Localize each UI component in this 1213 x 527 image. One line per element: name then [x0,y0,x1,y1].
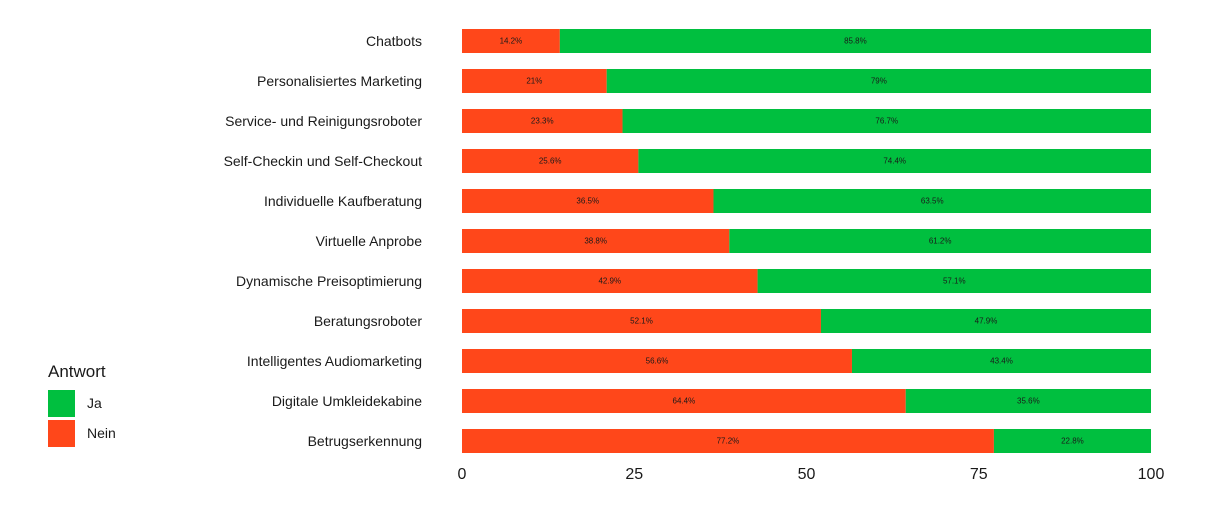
category-label-beratungsroboter: Beratungsroboter [314,313,423,329]
x-tick-label-50: 50 [798,466,816,483]
bar-label-ja-chatbots: 85.8% [844,37,867,46]
bar-nein-self-checkin-und-self-checkout [462,149,639,173]
bar-ja-chatbots [559,29,1151,53]
bar-nein-betrugserkennung [462,429,994,453]
category-label-personalisiertes-marketing: Personalisiertes Marketing [257,73,422,89]
legend-item-nein: Nein [48,419,116,447]
category-label-individuelle-kaufberatung: Individuelle Kaufberatung [264,193,422,209]
legend-swatch-nein [48,419,75,447]
bar-ja-virtuelle-anprobe [729,229,1151,253]
bar-nein-chatbots [462,29,560,53]
bar-ja-service-und-reinigungsroboter [622,109,1151,133]
bar-label-nein-virtuelle-anprobe: 38.8% [584,237,607,246]
bar-label-ja-self-checkin-und-self-checkout: 74.4% [883,157,906,166]
bar-label-nein-beratungsroboter: 52.1% [630,317,653,326]
bar-nein-beratungsroboter [462,309,821,333]
category-label-service-und-reinigungsroboter: Service- und Reinigungsroboter [225,113,422,129]
bar-label-ja-digitale-umkleidekabine: 35.6% [1017,397,1040,406]
category-label-self-checkin-und-self-checkout: Self-Checkin und Self-Checkout [224,153,423,169]
category-label-intelligentes-audiomarketing: Intelligentes Audiomarketing [247,353,422,369]
bar-label-ja-service-und-reinigungsroboter: 76.7% [875,117,898,126]
bar-ja-betrugserkennung [993,429,1151,453]
bar-label-nein-betrugserkennung: 77.2% [717,437,740,446]
x-tick-label-25: 25 [625,466,643,483]
bar-label-nein-digitale-umkleidekabine: 64.4% [673,397,696,406]
x-tick-label-100: 100 [1138,466,1165,483]
bar-ja-digitale-umkleidekabine [905,389,1151,413]
bar-nein-individuelle-kaufberatung [462,189,714,213]
bar-label-ja-betrugserkennung: 22.8% [1061,437,1084,446]
x-tick-label-0: 0 [458,466,467,483]
bar-label-nein-dynamische-preisoptimierung: 42.9% [598,277,621,286]
bar-label-ja-beratungsroboter: 47.9% [975,317,998,326]
bar-ja-dynamische-preisoptimierung [757,269,1151,293]
bar-nein-intelligentes-audiomarketing [462,349,852,373]
category-label-digitale-umkleidekabine: Digitale Umkleidekabine [272,393,422,409]
bar-ja-individuelle-kaufberatung [713,189,1151,213]
bar-ja-personalisiertes-marketing [606,69,1151,93]
bar-label-nein-individuelle-kaufberatung: 36.5% [576,197,599,206]
legend-item-ja: Ja [48,389,116,417]
category-label-betrugserkennung: Betrugserkennung [308,433,422,449]
bar-label-nein-self-checkin-und-self-checkout: 25.6% [539,157,562,166]
bar-label-ja-individuelle-kaufberatung: 63.5% [921,197,944,206]
legend: Antwort Ja Nein [48,362,116,450]
bar-nein-personalisiertes-marketing [462,69,607,93]
legend-label-nein: Nein [87,425,116,441]
legend-title: Antwort [48,362,106,381]
bar-label-ja-dynamische-preisoptimierung: 57.1% [943,277,966,286]
category-label-virtuelle-anprobe: Virtuelle Anprobe [316,233,423,249]
bar-label-nein-personalisiertes-marketing: 21% [526,77,542,86]
bar-ja-beratungsroboter [820,309,1151,333]
bar-label-ja-virtuelle-anprobe: 61.2% [929,237,952,246]
bar-nein-digitale-umkleidekabine [462,389,906,413]
category-label-chatbots: Chatbots [366,33,422,49]
bar-label-ja-intelligentes-audiomarketing: 43.4% [990,357,1013,366]
bar-nein-dynamische-preisoptimierung [462,269,758,293]
bar-label-ja-personalisiertes-marketing: 79% [871,77,887,86]
category-label-dynamische-preisoptimierung: Dynamische Preisoptimierung [236,273,422,289]
bar-label-nein-intelligentes-audiomarketing: 56.6% [646,357,669,366]
bar-ja-self-checkin-und-self-checkout [638,149,1151,173]
bar-label-nein-service-und-reinigungsroboter: 23.3% [531,117,554,126]
bar-ja-intelligentes-audiomarketing [851,349,1151,373]
legend-label-ja: Ja [87,395,102,411]
bar-nein-service-und-reinigungsroboter [462,109,623,133]
legend-swatch-ja [48,389,75,417]
x-tick-label-75: 75 [970,466,988,483]
bar-label-nein-chatbots: 14.2% [500,37,523,46]
bar-nein-virtuelle-anprobe [462,229,730,253]
